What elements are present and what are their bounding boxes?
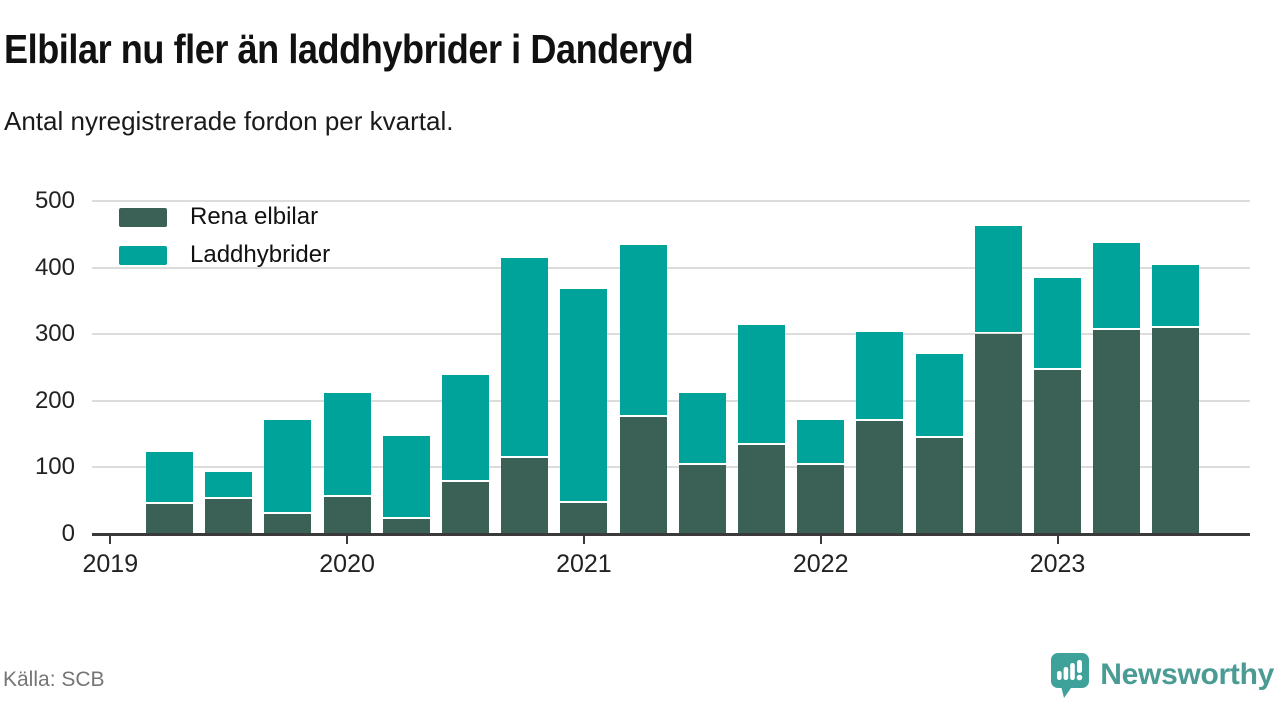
y-axis-label-500: 500 xyxy=(34,187,75,214)
segment-laddhybrider xyxy=(146,452,193,502)
bar-2020-K1 xyxy=(323,393,371,534)
segment-laddhybrider xyxy=(382,436,430,517)
source-note: Källa: SCB xyxy=(3,668,105,691)
legend-label: Rena elbilar xyxy=(190,203,319,230)
y-axis-label-0: 0 xyxy=(61,520,75,547)
bar-2020-K4 xyxy=(501,258,549,534)
bar-2022-K4 xyxy=(974,226,1022,534)
x-axis-label-2019: 2019 xyxy=(82,550,139,578)
y-axis-label-100: 100 xyxy=(34,453,75,481)
legend-label: Laddhybrider xyxy=(190,241,331,268)
segment-rena-elbilar xyxy=(1152,328,1200,534)
legend-swatch xyxy=(119,245,167,265)
bar-2023-K2 xyxy=(1093,243,1141,534)
segment-laddhybrider xyxy=(1152,265,1200,326)
y-axis-label-200: 200 xyxy=(34,386,75,414)
segment-laddhybrider xyxy=(1034,278,1081,368)
segment-rena-elbilar xyxy=(442,482,489,534)
segment-rena-elbilar xyxy=(856,421,904,534)
bar-2019-K3 xyxy=(205,472,253,534)
segment-laddhybrider xyxy=(856,332,904,419)
x-axis-tick-2020 xyxy=(346,535,349,544)
segment-laddhybrider xyxy=(974,226,1022,332)
bar-2022-K2 xyxy=(856,332,904,534)
x-axis-tick-2021 xyxy=(582,535,585,544)
segment-laddhybrider xyxy=(264,420,312,512)
bar-2021-K4 xyxy=(738,325,785,534)
gridline-100 xyxy=(92,466,1250,469)
y-axis-label-400: 400 xyxy=(34,253,75,281)
segment-laddhybrider xyxy=(619,245,667,415)
segment-rena-elbilar xyxy=(382,519,430,534)
segment-laddhybrider xyxy=(442,375,489,480)
bar-2021-K1 xyxy=(560,289,608,534)
segment-rena-elbilar xyxy=(797,465,845,534)
page-title: Elbilar nu fler än laddhybrider i Dander… xyxy=(4,26,694,72)
segment-rena-elbilar xyxy=(678,465,726,534)
bar-2023-K3 xyxy=(1152,265,1200,534)
legend-swatch xyxy=(119,207,167,227)
segment-rena-elbilar xyxy=(205,499,253,534)
segment-laddhybrider xyxy=(1093,243,1141,328)
segment-rena-elbilar xyxy=(146,504,193,534)
bar-2020-K2 xyxy=(382,436,430,534)
segment-laddhybrider xyxy=(738,325,785,443)
bar-2019-K2 xyxy=(146,452,193,534)
segment-rena-elbilar xyxy=(1034,370,1081,534)
x-axis-tick-2019 xyxy=(109,535,112,544)
newsworthy-wordmark: Newsworthy xyxy=(1100,658,1274,691)
segment-rena-elbilar xyxy=(1093,330,1141,534)
x-axis-label-2020: 2020 xyxy=(319,550,375,578)
segment-rena-elbilar xyxy=(974,334,1022,534)
gridline-300 xyxy=(92,333,1250,336)
segment-laddhybrider xyxy=(678,393,726,463)
segment-rena-elbilar xyxy=(323,497,371,534)
bar-2021-K3 xyxy=(678,393,726,534)
segment-laddhybrider xyxy=(560,289,608,501)
x-axis-label-2023: 2023 xyxy=(1029,550,1086,578)
bar-2023-K1 xyxy=(1034,278,1081,534)
chart-subtitle: Antal nyregistrerade fordon per kvartal. xyxy=(4,106,454,136)
segment-rena-elbilar xyxy=(915,438,963,534)
gridline-400 xyxy=(92,266,1250,269)
x-axis-label-2022: 2022 xyxy=(792,550,849,578)
segment-rena-elbilar xyxy=(560,503,608,534)
bar-2019-K4 xyxy=(264,420,312,534)
bar-2020-K3 xyxy=(442,375,489,534)
segment-laddhybrider xyxy=(915,354,963,436)
segment-rena-elbilar xyxy=(264,514,312,534)
chart-legend: Rena elbilar Laddhybrider xyxy=(119,203,330,283)
segment-laddhybrider xyxy=(323,393,371,495)
segment-laddhybrider xyxy=(501,258,549,456)
segment-rena-elbilar xyxy=(501,458,549,534)
x-axis-tick-2023 xyxy=(1056,535,1059,544)
segment-laddhybrider xyxy=(205,472,253,497)
newsworthy-bubble-chart-icon xyxy=(1051,652,1090,698)
bar-2022-K1 xyxy=(797,420,845,534)
legend-item-rena-elbilar: Rena elbilar xyxy=(119,203,330,230)
gridline-500 xyxy=(92,200,1250,202)
x-axis-tick-2022 xyxy=(819,535,822,544)
x-axis-label-2021: 2021 xyxy=(556,550,612,578)
newsworthy-logo[interactable]: Newsworthy xyxy=(1050,651,1274,699)
segment-rena-elbilar xyxy=(619,417,667,534)
bar-2022-K3 xyxy=(915,354,963,534)
segment-laddhybrider xyxy=(797,420,845,463)
segment-rena-elbilar xyxy=(738,445,785,534)
bar-2021-K2 xyxy=(619,245,667,534)
gridline-200 xyxy=(92,399,1250,402)
x-axis-line xyxy=(92,533,1250,536)
y-axis-label-300: 300 xyxy=(34,320,75,348)
legend-item-laddhybrider: Laddhybrider xyxy=(119,241,330,268)
